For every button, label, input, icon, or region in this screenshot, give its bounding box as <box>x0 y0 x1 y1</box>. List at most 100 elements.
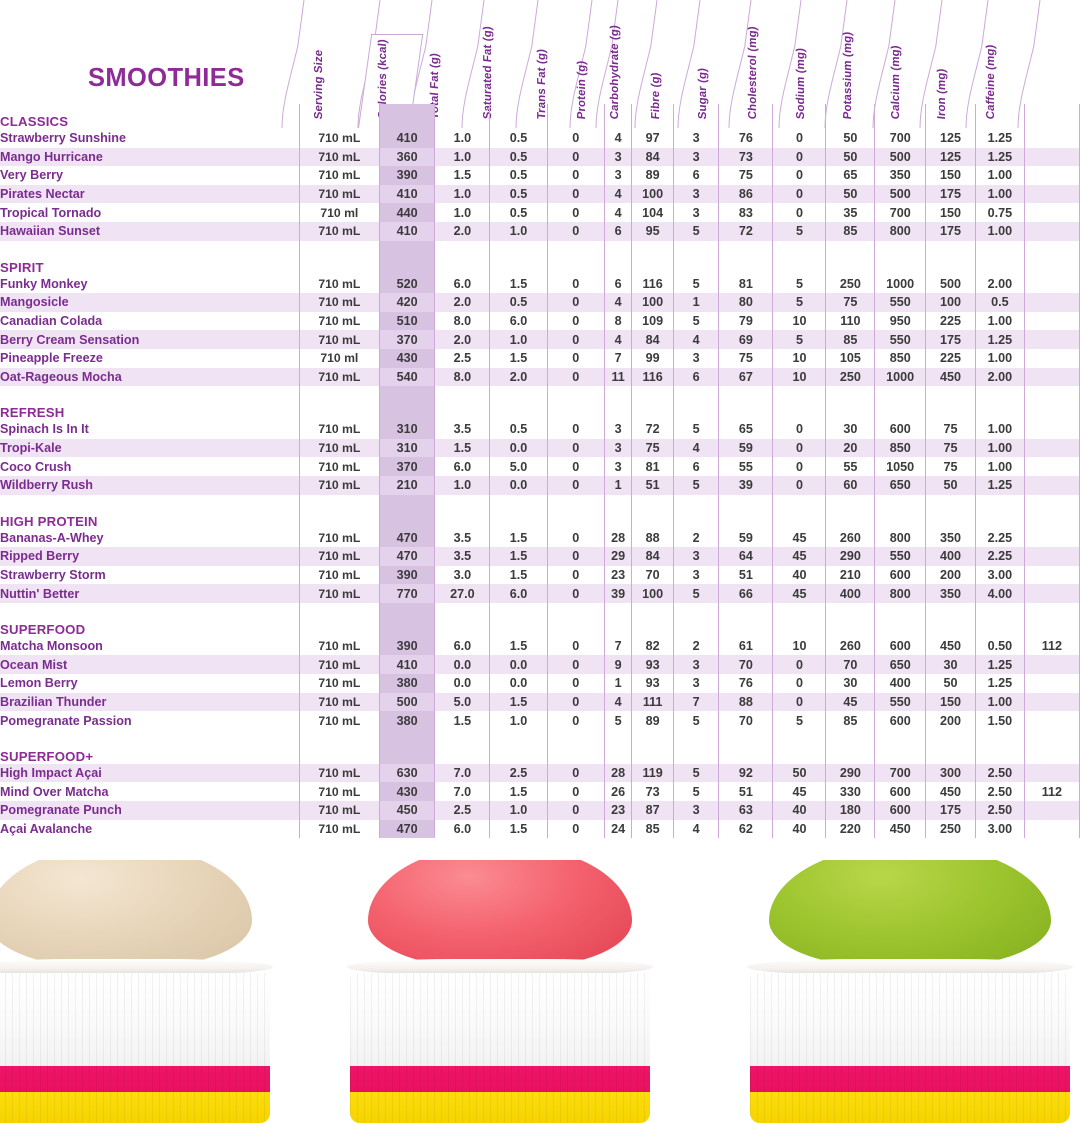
grid-spacer <box>603 240 632 250</box>
cell-sugar-g: 92 <box>718 763 773 783</box>
cell-caffeine-mg <box>1023 674 1080 693</box>
grid-spacer <box>874 602 926 612</box>
grid-spacer <box>546 104 605 129</box>
cell-saturated-fat-g: 1.5 <box>489 636 548 656</box>
cup-rim <box>347 959 653 975</box>
cell-sugar-g: 81 <box>718 274 773 294</box>
grid-spacer <box>672 611 719 637</box>
cell-cholesterol-mg: 0 <box>772 438 826 458</box>
product-name-coco-crush: Coco Crush <box>0 459 72 474</box>
cell-sodium-mg: 30 <box>825 420 875 439</box>
grid-spacer <box>631 729 674 739</box>
grid-spacer <box>489 240 548 250</box>
cell-protein-g: 23 <box>603 801 632 820</box>
cell-cholesterol-mg: 45 <box>772 584 826 603</box>
cell-sodium-mg: 85 <box>825 330 875 349</box>
grid-spacer <box>546 729 605 739</box>
grid-spacer <box>489 395 548 421</box>
grid-spacer <box>489 386 548 396</box>
cell-total-fat-g: 3.0 <box>434 565 490 585</box>
cell-calcium-mg: 350 <box>925 584 976 603</box>
grid-spacer <box>718 503 773 529</box>
cell-potassium-mg: 600 <box>874 565 926 585</box>
grid-spacer <box>1023 386 1080 396</box>
grid-spacer <box>603 386 632 396</box>
cell-protein-g: 6 <box>603 274 632 294</box>
cell-cholesterol-mg: 45 <box>772 547 826 566</box>
grid-spacer <box>718 386 773 396</box>
cell-fibre-g: 3 <box>672 129 719 148</box>
grid-spacer <box>772 494 826 504</box>
cell-carbohydrate-g: 51 <box>631 475 674 495</box>
cell-sugar-g: 65 <box>718 420 773 439</box>
cell-calcium-mg: 150 <box>925 692 976 712</box>
product-name-mind-over-matcha: Mind Over Matcha <box>0 784 109 799</box>
cell-fibre-g: 4 <box>672 438 719 458</box>
cell-serving-size: 710 mL <box>298 763 380 783</box>
cell-iron-mg: 1.00 <box>974 348 1025 368</box>
cell-trans-fat-g: 0 <box>546 547 605 566</box>
table-row: Pomegranate Passion 710 mL 380 1.5 1.0 0 5 89 5 7… <box>0 711 1080 730</box>
cell-iron-mg: 1.25 <box>974 674 1025 693</box>
grid-spacer <box>825 738 875 764</box>
cell-fibre-g: 2 <box>672 636 719 656</box>
grid-spacer <box>672 104 719 129</box>
cell-iron-mg: 1.00 <box>974 420 1025 439</box>
cell-protein-g: 4 <box>603 129 632 148</box>
grid-spacer <box>672 249 719 275</box>
table-row: Lemon Berry 710 mL 380 0.0 0.0 0 1 93 3 76 0 30 400 5… <box>0 674 1080 693</box>
cell-calcium-mg: 225 <box>925 311 976 331</box>
grid-spacer <box>974 240 1025 250</box>
cell-calories-kcal: 410 <box>379 655 435 675</box>
cell-potassium-mg: 1050 <box>874 457 926 476</box>
section-title-high-protein: HIGH PROTEIN <box>0 513 98 529</box>
cell-sodium-mg: 250 <box>825 367 875 387</box>
product-name-very-berry: Very Berry <box>0 168 64 183</box>
cell-carbohydrate-g: 119 <box>631 763 674 783</box>
table-row: Mango Hurricane 710 mL 360 1.0 0.5 0 3 84 3 73 0 50… <box>0 147 1080 167</box>
cell-protein-g: 28 <box>603 528 632 548</box>
cell-sodium-mg: 65 <box>825 166 875 185</box>
cell-calories-kcal: 370 <box>379 330 435 349</box>
cup-band-pink <box>750 1066 1070 1092</box>
cell-serving-size: 710 mL <box>298 166 380 185</box>
table-row: Very Berry 710 mL 390 1.5 0.5 0 3 89 6 75 0 65 350 15… <box>0 166 1080 185</box>
cell-sodium-mg: 85 <box>825 711 875 730</box>
grid-spacer <box>874 494 926 504</box>
cell-calcium-mg: 150 <box>925 203 976 222</box>
cell-fibre-g: 3 <box>672 674 719 693</box>
grid-spacer <box>925 738 976 764</box>
grid-spacer <box>603 494 632 504</box>
cell-trans-fat-g: 0 <box>546 655 605 675</box>
cell-caffeine-mg <box>1023 528 1080 548</box>
grid-spacer <box>874 611 926 637</box>
nutrition-table-body: CLASSICS Strawberry Sunshine 710 mL 410 1.0 0… <box>0 104 1080 839</box>
grid-spacer <box>874 729 926 739</box>
cell-calcium-mg: 125 <box>925 129 976 148</box>
cell-calories-kcal: 390 <box>379 636 435 656</box>
cell-fibre-g: 3 <box>672 348 719 368</box>
grid-spacer <box>718 494 773 504</box>
cell-calories-kcal: 360 <box>379 147 435 167</box>
cell-saturated-fat-g: 2.0 <box>489 367 548 387</box>
cup-body <box>350 973 650 1123</box>
cell-iron-mg: 1.00 <box>974 457 1025 476</box>
cell-carbohydrate-g: 82 <box>631 636 674 656</box>
cell-calcium-mg: 50 <box>925 475 976 495</box>
cell-caffeine-mg <box>1023 801 1080 820</box>
cell-sodium-mg: 50 <box>825 147 875 167</box>
cell-sugar-g: 73 <box>718 147 773 167</box>
grid-spacer <box>603 611 632 637</box>
section-gap-row <box>0 386 1080 396</box>
cell-fibre-g: 6 <box>672 166 719 185</box>
grid-spacer <box>546 738 605 764</box>
grid-spacer <box>925 611 976 637</box>
table-row: Pomegranate Punch 710 mL 450 2.5 1.0 0 23 87 3 63… <box>0 801 1080 820</box>
grid-spacer <box>298 249 380 275</box>
cell-caffeine-mg <box>1023 147 1080 167</box>
grid-spacer <box>672 738 719 764</box>
cell-calories-kcal: 410 <box>379 129 435 148</box>
grid-spacer <box>974 249 1025 275</box>
cell-serving-size: 710 mL <box>298 274 380 294</box>
table-row: Strawberry Storm 710 mL 390 3.0 1.5 0 23 70 3 51 4… <box>0 565 1080 585</box>
